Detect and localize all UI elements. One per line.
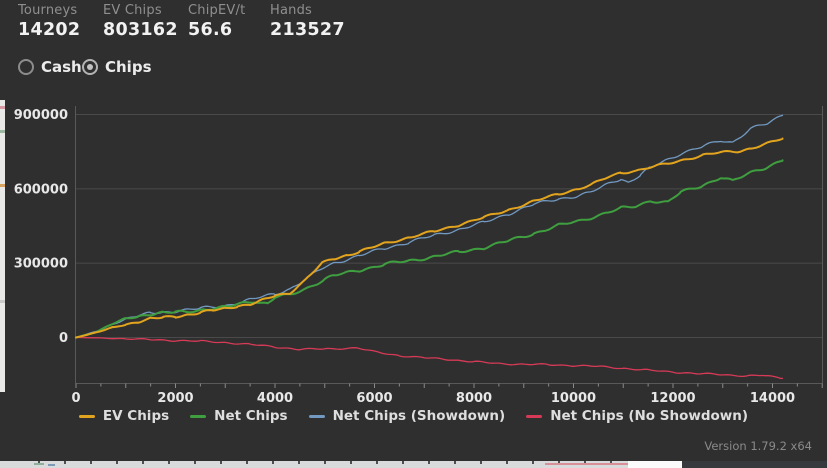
legend-label: Net Chips (Showdown) bbox=[332, 408, 506, 424]
y-tick-label: 600000 bbox=[14, 182, 68, 197]
x-tick-label: 4000 bbox=[257, 391, 293, 406]
x-tick-label: 6000 bbox=[356, 391, 392, 406]
artifact-speck bbox=[48, 464, 55, 466]
artifact-speck bbox=[545, 463, 628, 465]
legend-label: Net Chips bbox=[214, 408, 288, 424]
artifact-speck bbox=[34, 463, 44, 465]
chart-legend: EV Chips Net Chips Net Chips (Showdown) Net… bbox=[0, 408, 827, 424]
series-line-net-chips bbox=[75, 159, 784, 339]
y-tick-label: 0 bbox=[59, 331, 68, 346]
radio-circle-icon[interactable] bbox=[18, 59, 34, 75]
legend-item[interactable]: EV Chips bbox=[78, 408, 170, 424]
legend-label: EV Chips bbox=[102, 408, 170, 424]
radio-label[interactable]: Cash bbox=[41, 58, 82, 76]
x-tick-label: 12000 bbox=[650, 391, 695, 406]
legend-item[interactable]: Net Chips (No Showdown) bbox=[526, 408, 748, 424]
x-tick-label: 0 bbox=[71, 391, 80, 406]
stat-label: EV Chips bbox=[103, 3, 162, 18]
radio-label[interactable]: Chips bbox=[105, 58, 152, 76]
radio-chips[interactable]: Chips bbox=[82, 58, 152, 76]
stat-label: Hands bbox=[270, 3, 313, 18]
x-tick-label: 10000 bbox=[551, 391, 596, 406]
stat-value: 56.6 bbox=[188, 20, 233, 40]
artifact-speck bbox=[0, 184, 5, 187]
series-line-net-chips-showdown bbox=[75, 114, 784, 339]
screen-edge-artifact-bottom bbox=[0, 461, 827, 468]
legend-label: Net Chips (No Showdown) bbox=[550, 408, 749, 424]
radio-circle-icon[interactable] bbox=[82, 59, 98, 75]
artifact-speck bbox=[682, 461, 827, 468]
legend-swatch-icon bbox=[308, 414, 325, 418]
stat-hands: Hands 213527 bbox=[270, 3, 345, 40]
artifact-speck bbox=[0, 130, 5, 133]
x-tick-label: 14000 bbox=[750, 391, 795, 406]
legend-swatch-icon bbox=[526, 414, 543, 418]
stat-chipev-t: ChipEV/t 56.6 bbox=[188, 3, 245, 40]
legend-swatch-icon bbox=[190, 414, 207, 418]
y-tick-label: 900000 bbox=[14, 108, 68, 123]
stat-ev-chips: EV Chips 803162 bbox=[103, 3, 178, 40]
radio-cash[interactable]: Cash bbox=[18, 58, 82, 76]
stat-value: 803162 bbox=[103, 20, 178, 40]
artifact-speck bbox=[0, 300, 5, 303]
x-tick-label: 2000 bbox=[157, 391, 193, 406]
screen-edge-artifact-left bbox=[0, 100, 5, 392]
artifact-speck bbox=[628, 461, 682, 468]
artifact-speck bbox=[0, 106, 5, 109]
y-tick-label: 300000 bbox=[14, 257, 68, 272]
series-line-ev-chips bbox=[75, 137, 784, 339]
legend-swatch-icon bbox=[78, 414, 95, 418]
stat-label: ChipEV/t bbox=[188, 3, 246, 18]
stat-value: 14202 bbox=[18, 20, 81, 40]
version-text: Version 1.79.2 x64 bbox=[704, 439, 812, 453]
stat-label: Tourneys bbox=[18, 3, 78, 18]
x-tick-label: 8000 bbox=[456, 391, 492, 406]
legend-item[interactable]: Net Chips (Showdown) bbox=[308, 408, 506, 424]
legend-item[interactable]: Net Chips bbox=[190, 408, 288, 424]
stat-tourneys: Tourneys 14202 bbox=[18, 3, 80, 40]
series-line-net-chips-no-showdown bbox=[75, 336, 784, 380]
stat-value: 213527 bbox=[270, 20, 345, 40]
artifact-axis-ticks bbox=[0, 461, 628, 468]
